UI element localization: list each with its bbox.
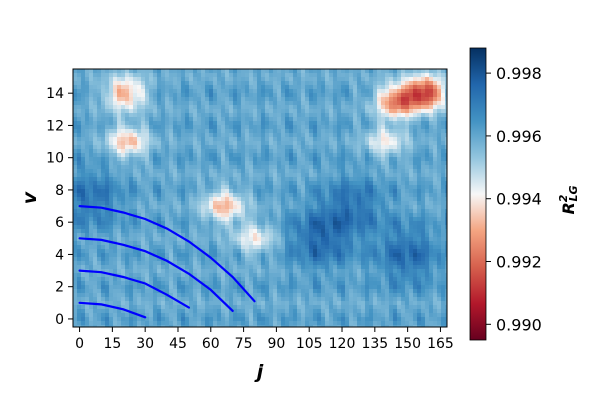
x-tick-label: 165 [427, 336, 454, 352]
x-tick-label: 135 [361, 336, 388, 352]
y-tick-label: 2 [55, 280, 64, 296]
y-tick-label: 0 [55, 312, 64, 328]
colorbar-tick-label: 0.994 [496, 190, 542, 209]
y-axis: 0 2 4 6 8 10 12 14 [46, 86, 73, 328]
colorbar [470, 48, 486, 340]
y-tick-label: 8 [55, 183, 64, 199]
x-tick-label: 45 [169, 336, 187, 352]
x-axis-label: j [254, 361, 264, 383]
y-tick-label: 6 [55, 215, 64, 231]
colorbar-tick-label: 0.990 [496, 315, 542, 334]
y-tick-label: 10 [46, 151, 64, 167]
y-tick-label: 14 [46, 86, 64, 102]
x-tick-label: 120 [329, 336, 356, 352]
colorbar-tick-label: 0.996 [496, 127, 542, 146]
colorbar-label: R2LG [557, 185, 580, 214]
colorbar-tick-label: 0.992 [496, 253, 542, 272]
x-tick-label: 30 [136, 336, 154, 352]
x-axis: 0 15 30 45 60 75 90 105 120 135 150 165 [75, 327, 454, 352]
y-tick-label: 12 [46, 118, 64, 134]
x-tick-label: 60 [202, 336, 220, 352]
x-tick-label: 75 [235, 336, 253, 352]
x-tick-label: 90 [267, 336, 285, 352]
heatmap-field [73, 69, 450, 330]
x-tick-label: 150 [394, 336, 421, 352]
x-tick-label: 15 [103, 336, 121, 352]
colorbar-axis: 0.990 0.992 0.994 0.996 0.998 [486, 64, 542, 334]
y-tick-label: 4 [55, 247, 64, 263]
x-tick-label: 0 [75, 336, 84, 352]
x-tick-label: 105 [296, 336, 323, 352]
colorbar-tick-label: 0.998 [496, 64, 542, 83]
y-axis-label: v [19, 191, 41, 204]
